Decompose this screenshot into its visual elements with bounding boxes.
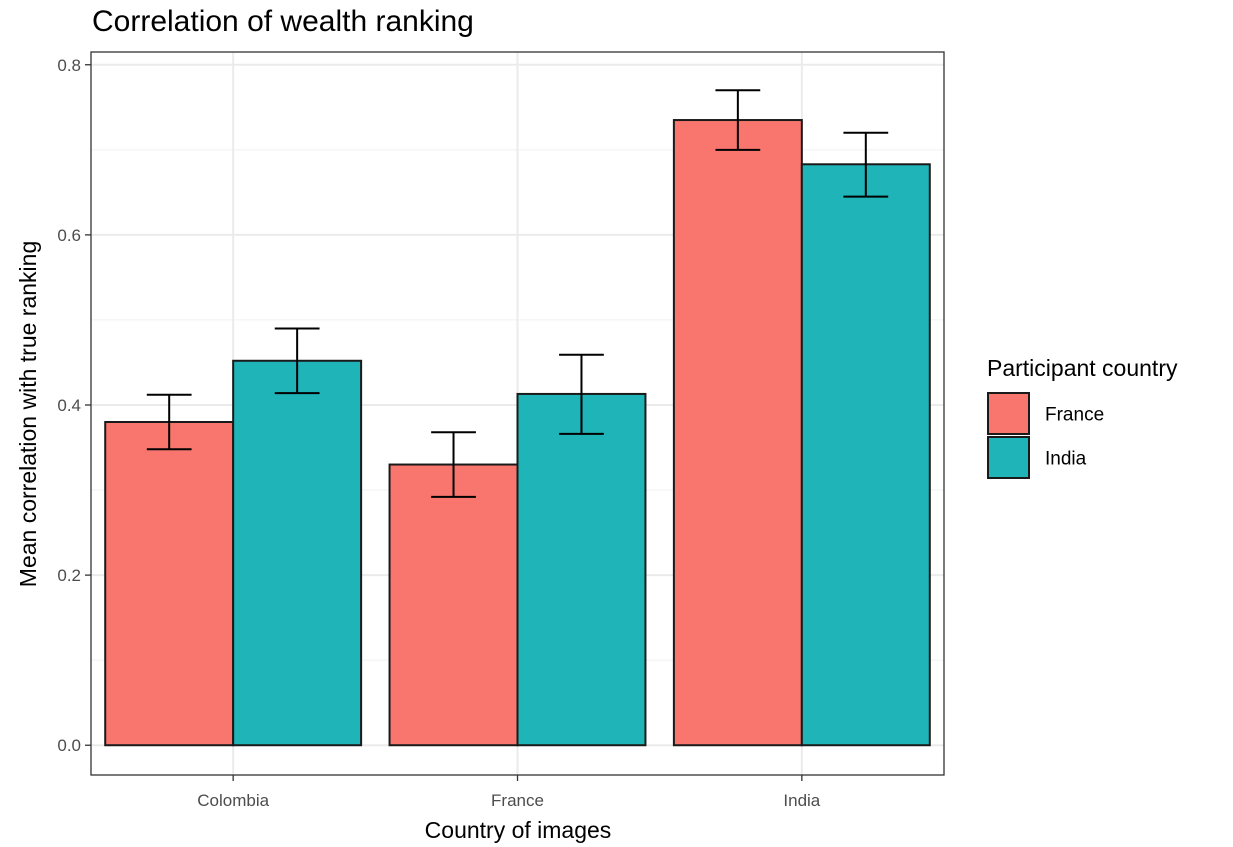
bar bbox=[516, 392, 647, 747]
x-axis-title: Country of images bbox=[425, 817, 612, 843]
bar bbox=[104, 421, 235, 747]
x-axis-ticks: Colombia France India bbox=[197, 775, 821, 810]
error-bars-group bbox=[146, 89, 889, 498]
x-tick-label: France bbox=[491, 791, 544, 810]
bar bbox=[232, 359, 363, 747]
legend: Participant country France India bbox=[987, 355, 1178, 479]
legend-items: France India bbox=[987, 392, 1104, 479]
chart-title: Correlation of wealth ranking bbox=[92, 5, 474, 38]
y-axis-ticks: 0.0 0.2 0.4 0.6 0.8 bbox=[57, 56, 91, 755]
y-tick-label: 0.6 bbox=[57, 226, 81, 245]
legend-label: France bbox=[1045, 405, 1104, 426]
bar bbox=[672, 119, 803, 747]
x-tick-label: Colombia bbox=[197, 791, 269, 810]
legend-key bbox=[987, 392, 1030, 435]
y-tick-label: 0.2 bbox=[57, 566, 81, 585]
y-tick-label: 0.4 bbox=[57, 396, 81, 415]
y-tick-label: 0.8 bbox=[57, 56, 81, 75]
bars-group bbox=[104, 119, 931, 747]
legend-key bbox=[987, 436, 1030, 479]
legend-label: India bbox=[1045, 449, 1087, 470]
y-axis-title: Mean correlation with true ranking bbox=[15, 241, 41, 587]
bar bbox=[800, 163, 931, 747]
x-tick-label: India bbox=[783, 791, 820, 810]
legend-title: Participant country bbox=[987, 355, 1178, 381]
y-tick-label: 0.0 bbox=[57, 736, 81, 755]
bar bbox=[388, 463, 519, 747]
